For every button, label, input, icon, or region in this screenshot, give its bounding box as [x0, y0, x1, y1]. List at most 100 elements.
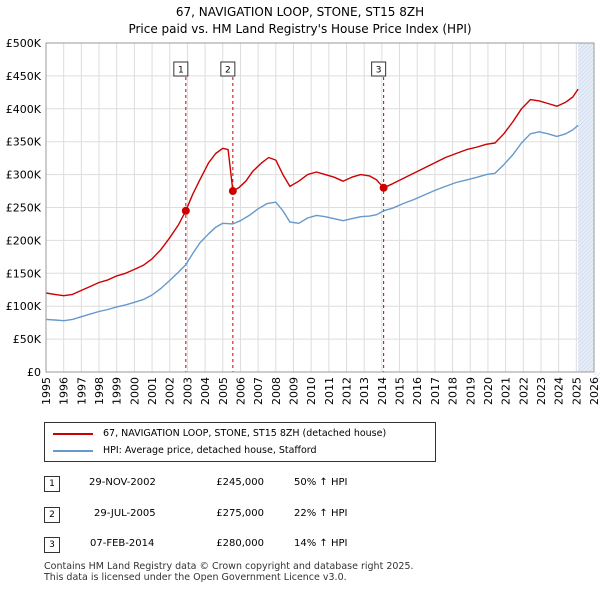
shade-hatch: [577, 298, 595, 316]
shade-hatch: [577, 198, 595, 216]
title-line-2: Price paid vs. HM Land Registry's House …: [128, 22, 472, 36]
shade-hatch: [577, 182, 595, 200]
shade-hatch: [577, 118, 595, 136]
shade-hatch: [577, 210, 595, 228]
sale-marker-lines: [185, 77, 385, 372]
shade-hatch: [577, 178, 595, 196]
future-shade: [578, 43, 594, 372]
y-tick-label: £300K: [6, 169, 42, 182]
y-tick-label: £100K: [6, 300, 42, 313]
shade-hatch: [577, 78, 595, 96]
sale-marker-box: [220, 61, 236, 77]
shade-hatch: [577, 46, 595, 64]
y-tick-label: £250K: [6, 202, 42, 215]
sale-price: £280,000: [216, 538, 264, 549]
x-tick-label: 2001: [146, 377, 159, 405]
shade-hatch: [577, 186, 595, 204]
y-tick-label: £0: [27, 366, 41, 379]
shade-hatch: [577, 350, 595, 368]
shade-hatch: [577, 342, 595, 360]
legend: 67, NAVIGATION LOOP, STONE, ST15 8ZH (de…: [44, 422, 436, 462]
shade-hatch: [577, 70, 595, 88]
shade-hatch: [577, 106, 595, 124]
shade-hatch: [577, 326, 595, 344]
x-tick-label: 2000: [128, 377, 141, 405]
shade-hatch: [577, 142, 595, 160]
shade-hatch: [577, 90, 595, 108]
shade-hatch: [577, 254, 595, 272]
shade-hatch: [577, 58, 595, 76]
shade-hatch: [577, 74, 595, 92]
x-tick-label: 2002: [164, 377, 177, 405]
shade-hatch: [577, 314, 595, 332]
legend-hpi-label: HPI: Average price, detached house, Staf…: [103, 445, 317, 456]
shade-hatch: [577, 266, 595, 284]
shade-hatch: [577, 214, 595, 232]
shade-hatch: [577, 282, 595, 300]
x-tick-label: 2003: [181, 377, 194, 405]
x-tick-label: 1996: [58, 377, 71, 405]
price-chart: 1 2 3 £0 £50K £100K £150K £200K £250K £300K £350K…: [6, 37, 600, 405]
hpi-line: [45, 124, 579, 322]
sale-hpi: 50% ↑ HPI: [294, 477, 348, 488]
y-tick-label: £150K: [6, 267, 42, 280]
shade-hatch: [577, 98, 595, 116]
shade-hatch: [577, 174, 595, 192]
shade-hatch: [577, 206, 595, 224]
grid-lines: [45, 42, 595, 373]
shade-hatch: [577, 150, 595, 168]
sale-marker-box: [371, 61, 387, 77]
shade-hatch: [577, 126, 595, 144]
sale-hpi: 22% ↑ HPI: [294, 508, 348, 519]
shade-hatch: [577, 310, 595, 328]
shade-hatch: [577, 318, 595, 336]
sale-marker-label: 3: [376, 66, 382, 76]
shade-hatch: [577, 86, 595, 104]
shade-hatch: [577, 122, 595, 140]
y-tick-label: £50K: [13, 333, 42, 346]
y-tick-label: £450K: [6, 70, 42, 83]
y-tick-label: £350K: [6, 136, 42, 149]
legend-price-label: 67, NAVIGATION LOOP, STONE, ST15 8ZH (de…: [103, 428, 387, 439]
shade-hatch: [588, 366, 595, 373]
sale-date: 07-FEB-2014: [90, 538, 155, 549]
shade-hatch: [577, 238, 595, 256]
shade-hatch: [577, 234, 595, 252]
plot-border: [45, 42, 595, 373]
shade-hatch: [577, 270, 595, 288]
x-tick-label: 2016: [411, 377, 424, 405]
sale-point: [379, 183, 388, 192]
legend-price-swatch: [53, 433, 93, 435]
shade-hatch: [577, 258, 595, 276]
shade-hatch: [577, 202, 595, 220]
shade-hatch: [577, 278, 595, 296]
shade-hatch: [577, 42, 595, 60]
shade-hatch: [577, 146, 595, 164]
x-tick-label: 1995: [40, 377, 53, 405]
sale-marker-label: 1: [178, 66, 184, 76]
x-tick-label: 2021: [500, 377, 513, 405]
x-tick-label: 2004: [199, 377, 212, 405]
shade-hatch: [577, 322, 595, 340]
shade-hatch: [577, 138, 595, 156]
shade-hatch: [577, 338, 595, 356]
shade-hatch: [577, 102, 595, 120]
sale-points: [181, 183, 388, 215]
x-tick-label: 2006: [234, 377, 247, 405]
shade-hatch: [577, 134, 595, 152]
shade-hatch: [577, 262, 595, 280]
shade-hatch: [577, 302, 595, 320]
footer: Contains HM Land Registry data © Crown c…: [44, 561, 414, 583]
shade-hatch: [577, 222, 595, 240]
y-tick-label: £400K: [6, 103, 42, 116]
sale-date: 29-NOV-2002: [89, 477, 156, 488]
y-axis: £0 £50K £100K £150K £200K £250K £300K £350K £400…: [6, 37, 42, 379]
x-tick-label: 2019: [464, 377, 477, 405]
shade-hatch: [577, 306, 595, 324]
sale-price: £245,000: [216, 477, 264, 488]
shade-hatch: [577, 66, 595, 84]
shade-hatch: [577, 62, 595, 80]
shade-hatch: [577, 170, 595, 188]
x-tick-label: 2012: [341, 377, 354, 405]
shade-hatch: [577, 42, 583, 48]
